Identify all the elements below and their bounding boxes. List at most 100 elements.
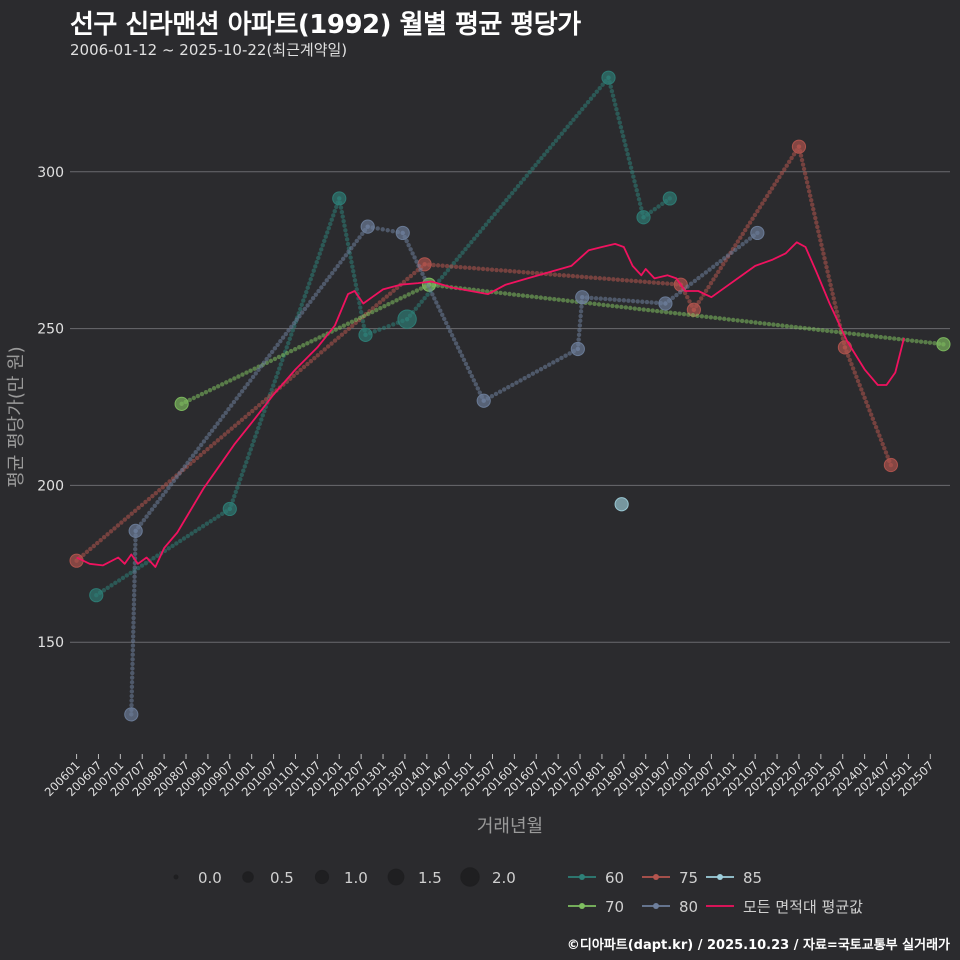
series-60-trend-dot — [216, 514, 221, 519]
series-80-trend-dot — [272, 346, 278, 351]
series-60-trend-dot — [530, 166, 535, 171]
series-80-point — [476, 393, 491, 408]
series-60-trend-dot — [472, 236, 477, 241]
series-60-trend-dot — [360, 319, 366, 324]
series-75-trend-dot — [769, 186, 775, 191]
series-60-trend-dot — [248, 447, 253, 452]
series-75-trend-dot — [711, 277, 716, 282]
series-70-trend-dot — [784, 323, 790, 329]
series-60-trend-dot — [358, 305, 363, 310]
series-80-trend-dot — [493, 391, 499, 397]
series-60-trend-dot — [204, 521, 210, 526]
series-75-trend-dot — [225, 429, 231, 434]
series-60-trend-dot — [539, 155, 544, 161]
series-75-trend-dot — [802, 171, 808, 176]
series-70-trend-dot — [268, 358, 274, 364]
series-60-trend-dot — [334, 204, 339, 210]
series-60-point — [662, 191, 677, 206]
series-85-point — [614, 497, 629, 512]
series-60-trend-dot — [320, 243, 325, 248]
series-60-trend-dot — [357, 300, 362, 306]
series-80-trend-dot — [514, 380, 519, 385]
series-80-trend-dot — [129, 693, 134, 699]
series-60-trend-dot — [620, 134, 626, 139]
series-80-trend-dot — [436, 304, 441, 309]
series-75-trend-dot — [809, 198, 814, 203]
series-70-trend-dot — [659, 309, 664, 314]
series-75-trend-dot — [346, 326, 352, 332]
series-80-trend-dot — [447, 328, 453, 334]
series-60-trend-dot — [600, 82, 605, 87]
series-80-trend-dot — [649, 300, 654, 305]
series-60-trend-dot — [344, 237, 350, 242]
series-70-trend-dot — [365, 311, 371, 317]
series-80-trend-dot — [129, 689, 135, 694]
series-80-trend-dot — [130, 643, 136, 648]
series-70-trend-dot — [357, 315, 363, 321]
series-80-trend-dot — [130, 638, 136, 644]
series-60-trend-dot — [289, 332, 294, 337]
series-75-trend-dot — [462, 265, 468, 270]
series-75-trend-dot — [828, 282, 833, 288]
series-60-trend-dot — [616, 116, 621, 121]
series-70-trend-dot — [484, 289, 490, 294]
series-80-trend-dot — [576, 337, 581, 342]
series-75-trend-dot — [682, 290, 688, 296]
series-80-trend-dot — [522, 376, 527, 381]
series-80-trend-dot — [289, 324, 294, 330]
series-80-point — [575, 290, 590, 305]
series-75-trend-dot — [370, 306, 376, 311]
series-75-trend-dot — [801, 166, 807, 172]
series-75-trend-dot — [222, 432, 227, 437]
size-legend-label: 1.0 — [344, 869, 368, 887]
chart-title: 선구 신라맨션 아파트(1992) 월별 평균 평당가 — [70, 10, 581, 40]
series-70-trend-dot — [224, 380, 229, 385]
series-80-trend-dot — [229, 403, 234, 408]
series-75-trend-dot — [852, 370, 857, 375]
series-60-trend-dot — [242, 464, 247, 469]
series-60-trend-dot — [562, 127, 567, 133]
average-line — [76, 241, 905, 568]
series-80-trend-dot — [250, 374, 256, 380]
series-60-trend-dot — [391, 322, 396, 327]
series-75-trend-dot — [381, 297, 386, 302]
series-60-trend-dot — [489, 215, 494, 220]
series-60-trend-dot — [582, 103, 588, 108]
series-60-trend-dot — [313, 264, 318, 269]
series-80-trend-dot — [589, 295, 594, 301]
series-60-trend-dot — [236, 481, 241, 486]
series-75-trend-dot — [208, 444, 214, 449]
series-70-trend-dot — [771, 322, 776, 327]
series-80-trend-dot — [463, 361, 469, 367]
series-70-trend-dot — [240, 372, 245, 377]
series-80-trend-dot — [201, 439, 207, 444]
series-70-trend-dot — [502, 291, 508, 296]
series-80-trend-dot — [497, 389, 503, 394]
series-60-point — [358, 327, 373, 342]
series-80-trend-dot — [223, 410, 228, 415]
series-60-trend-dot — [413, 306, 419, 311]
series-70-trend-dot — [341, 323, 347, 328]
color-legend-label: 70 — [605, 898, 624, 916]
series-75-trend-dot — [191, 458, 196, 464]
series-80-trend-dot — [132, 569, 137, 575]
series-80-trend-dot — [459, 353, 465, 358]
series-60-trend-dot — [247, 451, 252, 456]
series-80-trend-dot — [242, 385, 248, 390]
series-70-trend-dot — [272, 356, 278, 362]
series-80-trend-dot — [132, 579, 137, 584]
series-75-trend-dot — [855, 378, 861, 384]
series-60-trend-dot — [624, 147, 629, 152]
series-70-trend-dot — [284, 350, 290, 356]
series-70-trend-dot — [601, 302, 606, 308]
series-70-trend-dot — [739, 318, 745, 324]
series-80-trend-dot — [563, 353, 568, 358]
size-legend-key — [173, 874, 179, 880]
series-70-trend-dot — [869, 333, 875, 339]
series-60-trend-dot — [338, 205, 344, 210]
series-75-trend-dot — [784, 163, 789, 168]
series-60-trend-dot — [648, 209, 654, 215]
series-70-trend-dot — [927, 340, 933, 345]
series-80-trend-dot — [332, 267, 338, 272]
series-60-trend-dot — [185, 533, 191, 539]
